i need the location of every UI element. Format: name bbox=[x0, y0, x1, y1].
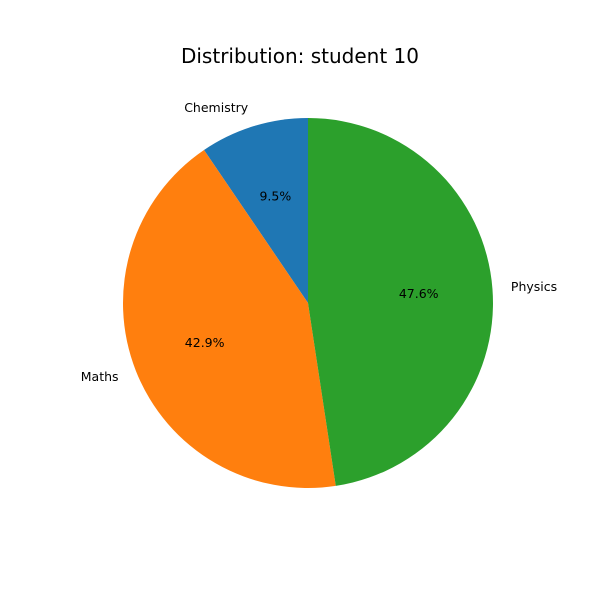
slice-label-physics: Physics bbox=[511, 279, 557, 294]
percent-label-chemistry: 9.5% bbox=[259, 188, 291, 203]
slice-label-chemistry: Chemistry bbox=[184, 100, 249, 115]
pie-slice-chemistry bbox=[204, 118, 308, 303]
percent-label-maths: 42.9% bbox=[185, 335, 225, 350]
pie-slice-maths bbox=[122, 149, 336, 488]
pie-slice-physics bbox=[308, 118, 493, 486]
percent-label-physics: 47.6% bbox=[399, 286, 439, 301]
slice-label-maths: Maths bbox=[81, 369, 119, 384]
chart-title: Distribution: student 10 bbox=[180, 44, 420, 68]
